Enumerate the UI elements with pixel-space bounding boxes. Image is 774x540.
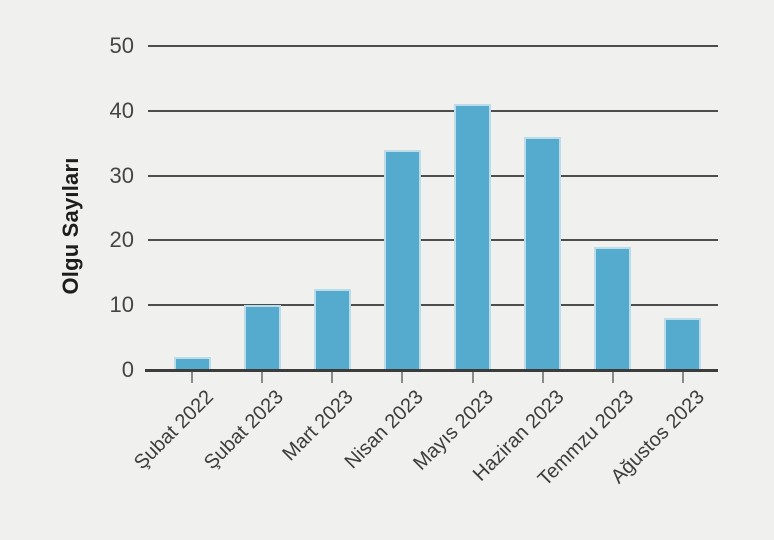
bar (454, 104, 492, 370)
x-tick (611, 370, 614, 383)
gridline-y-20 (148, 239, 718, 242)
x-tick (261, 370, 264, 383)
x-tick (541, 370, 544, 383)
x-tick (191, 370, 193, 383)
bar (243, 305, 281, 370)
bar (594, 246, 632, 370)
y-tick-label-50: 50 (109, 33, 134, 58)
y-tick-label-20: 20 (109, 227, 134, 253)
y-tick-label-40: 40 (109, 97, 134, 123)
y-tick-label-30: 30 (109, 162, 134, 188)
gridline-y-10 (148, 304, 718, 307)
x-tick (471, 370, 474, 383)
bar (664, 318, 702, 370)
gridline-y-40 (148, 109, 718, 112)
x-tick (681, 370, 684, 383)
plot-area (145, 45, 718, 383)
x-axis-line (145, 369, 718, 372)
gridline-y-30 (148, 174, 718, 177)
x-tick (401, 370, 404, 383)
bar (524, 136, 562, 370)
x-tick (331, 370, 334, 383)
bar (383, 149, 421, 370)
bar (313, 289, 351, 370)
bar (173, 357, 211, 370)
y-tick-label-0: 0 (121, 357, 134, 382)
gridline-y-50 (148, 45, 718, 47)
y-tick-label-10: 10 (109, 292, 134, 318)
